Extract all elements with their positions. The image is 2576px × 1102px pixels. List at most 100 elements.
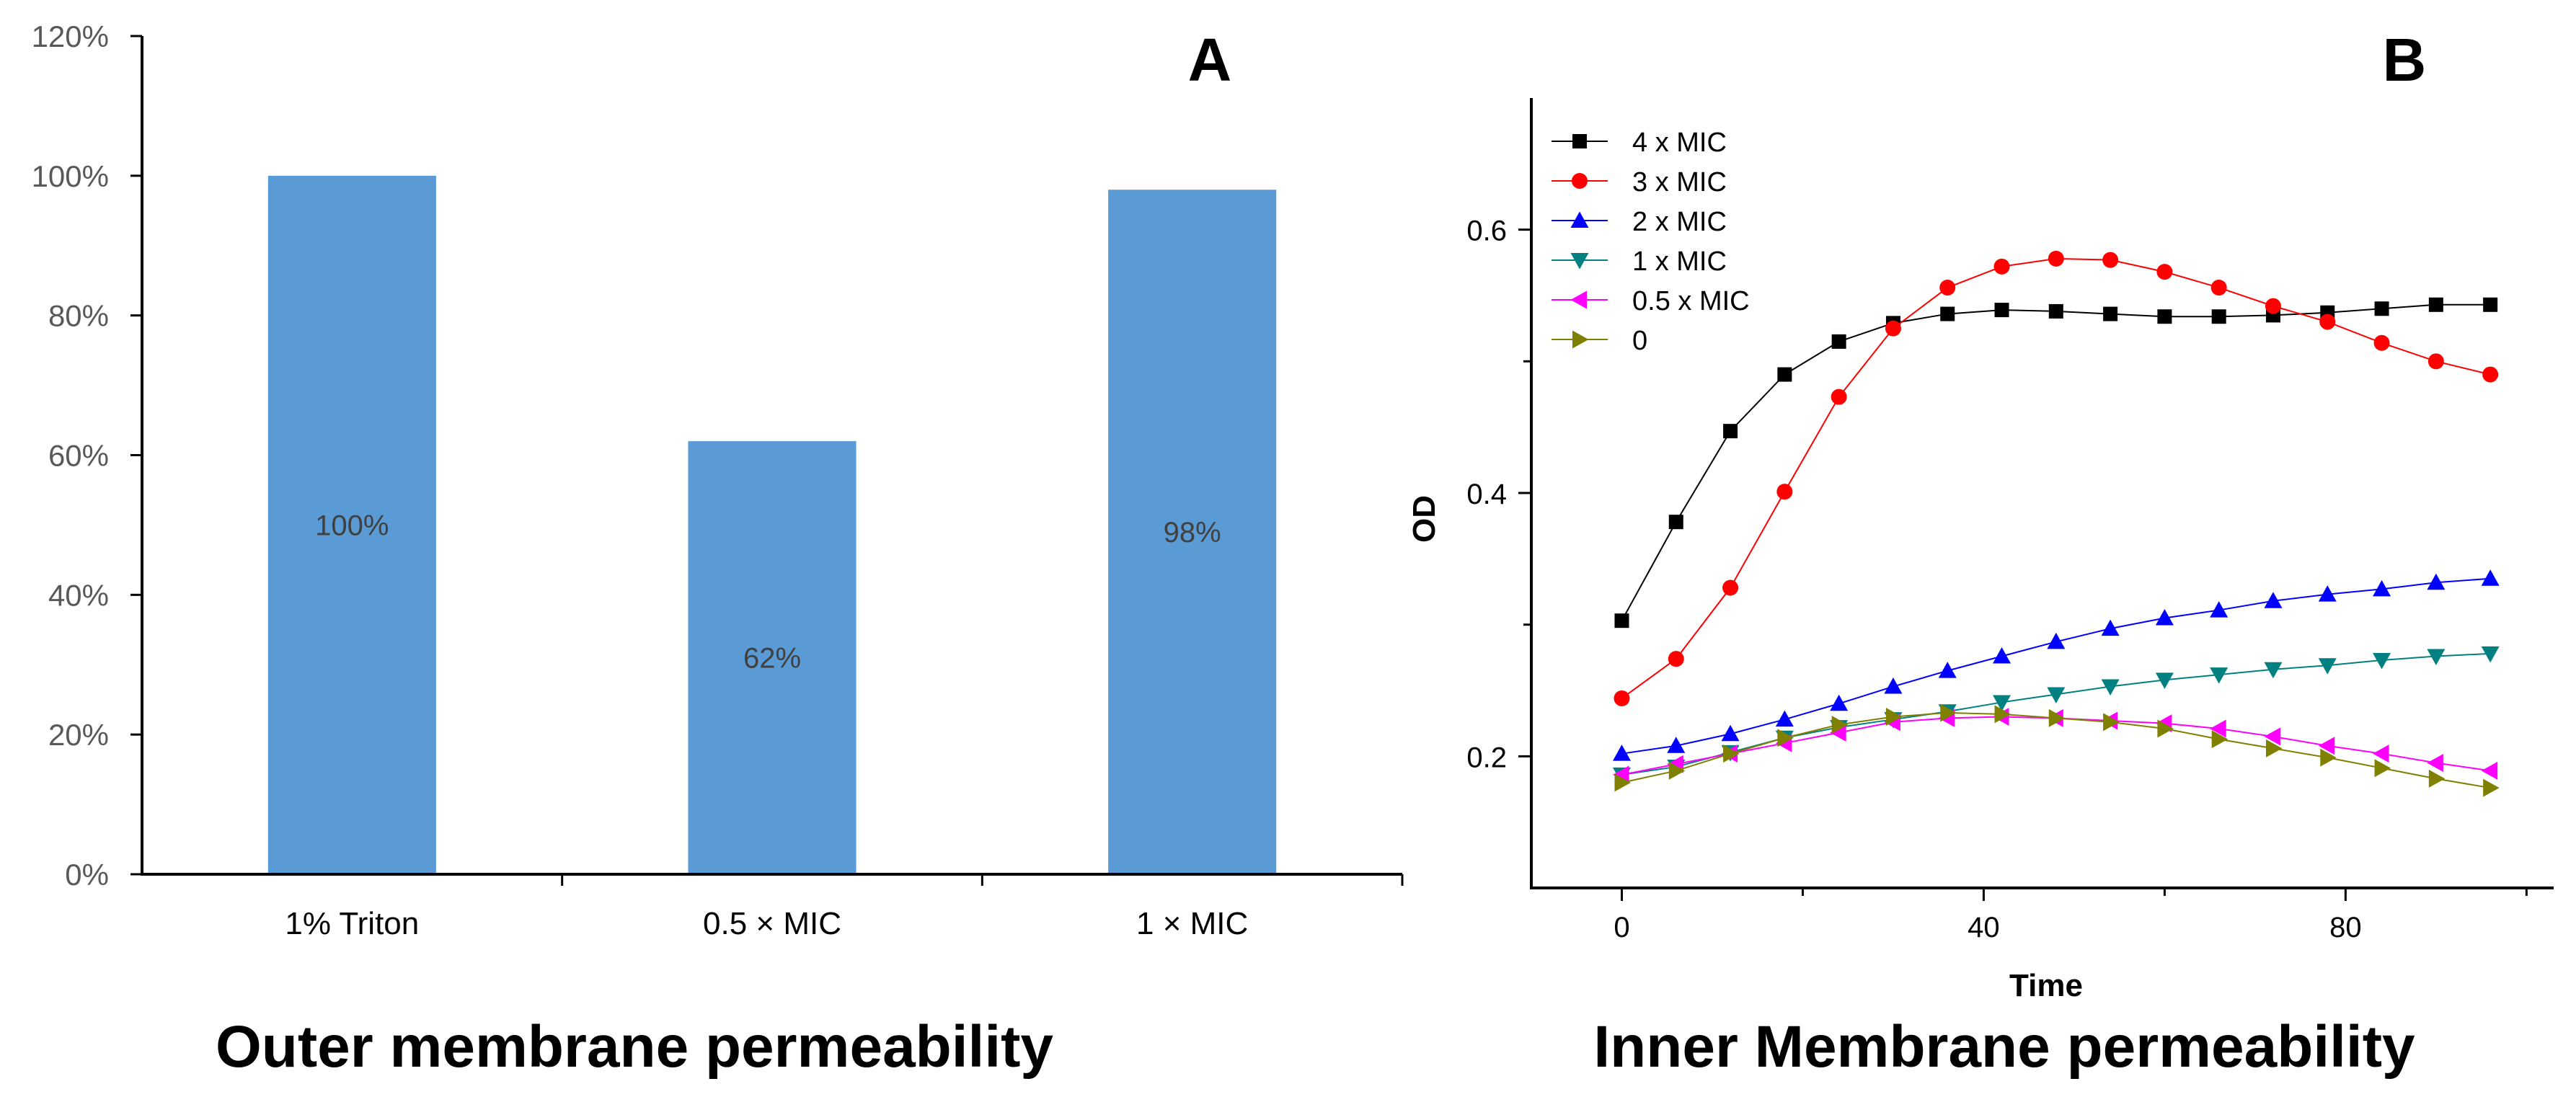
- data-point: [1777, 729, 1794, 747]
- legend-label: 0.5 x MIC: [1632, 286, 1750, 316]
- data-point: [2374, 759, 2391, 778]
- x-axis-title: Time: [2009, 968, 2083, 1003]
- data-point: [1668, 515, 1683, 530]
- bar-data-label: 100%: [315, 510, 389, 541]
- data-point: [1723, 424, 1738, 439]
- x-tick-label: 40: [1968, 912, 2000, 943]
- legend-label: 4 x MIC: [1632, 128, 1727, 158]
- data-point: [2264, 592, 2283, 608]
- data-point: [2483, 778, 2500, 797]
- data-point: [2211, 730, 2228, 749]
- data-point: [1722, 579, 1739, 596]
- bar: [1108, 190, 1277, 874]
- data-point: [2210, 601, 2228, 618]
- data-point: [2101, 619, 2120, 636]
- panel-b-label: B: [2383, 26, 2427, 94]
- data-point: [1993, 258, 2010, 275]
- data-point: [2155, 609, 2174, 626]
- data-point: [1994, 303, 2009, 318]
- legend: 4 x MIC 3 x MIC 2 x MIC 1 x MIC 0.5 x MIC 0: [1552, 128, 1750, 356]
- data-point: [1831, 715, 1849, 734]
- x-tick-label: 1 × MIC: [1136, 906, 1248, 941]
- data-point: [2481, 761, 2498, 780]
- y-tick-label: 0.4: [1466, 479, 1507, 510]
- data-point: [2427, 353, 2444, 370]
- data-point: [2482, 366, 2499, 383]
- panel-a-bar-chart: 0% 20% 40% 60% 80% 100% 120% 100% 62% 98% 1% Tri…: [32, 19, 1404, 1080]
- legend-marker: [1572, 173, 1588, 189]
- series-line: [1621, 257, 2491, 699]
- x-tick-label: 80: [2329, 912, 2362, 943]
- data-point: [2319, 314, 2336, 330]
- data-point: [2210, 667, 2228, 684]
- data-point: [2427, 649, 2446, 666]
- data-point: [2373, 334, 2390, 351]
- legend-marker: [1572, 134, 1587, 148]
- data-point: [1940, 703, 1957, 722]
- data-point: [2373, 652, 2391, 670]
- data-point: [1612, 765, 1629, 784]
- series-0: [1614, 703, 2500, 797]
- bar: [267, 175, 436, 875]
- data-point: [2157, 309, 2172, 324]
- panel-b-series: [1612, 250, 2500, 797]
- data-point: [1830, 694, 1849, 711]
- y-tick-label: 0.6: [1466, 215, 1507, 247]
- data-point: [2373, 579, 2391, 597]
- data-point: [2428, 297, 2443, 312]
- y-tick-label: 20%: [48, 718, 109, 752]
- data-point: [1993, 695, 2011, 711]
- legend-marker: [1572, 330, 1589, 349]
- data-point: [1776, 484, 1793, 500]
- data-point: [2427, 753, 2443, 772]
- y-tick-label: 120%: [32, 19, 109, 53]
- data-point: [2481, 569, 2500, 586]
- y-tick-label: 80%: [48, 299, 109, 333]
- panel-a-title: Outer membrane permeability: [216, 1014, 1053, 1080]
- series-3-x-mic: [1614, 250, 2499, 706]
- legend-marker: [1570, 290, 1587, 309]
- x-tick-label: 1% Triton: [285, 906, 419, 941]
- data-point: [1721, 724, 1740, 742]
- data-point: [2320, 748, 2337, 767]
- data-point: [2265, 298, 2281, 314]
- data-point: [1939, 280, 1956, 296]
- data-point: [2047, 632, 2066, 649]
- data-point: [1723, 745, 1740, 763]
- legend-marker: [1570, 253, 1589, 270]
- data-point: [2373, 745, 2389, 763]
- data-point: [2048, 708, 2066, 727]
- data-point: [1940, 306, 1955, 321]
- y-tick-label: 0.2: [1466, 742, 1507, 773]
- panel-b-axes: 0.2 0.4 0.6 0 40 80: [1466, 98, 2554, 943]
- data-point: [1667, 737, 1686, 753]
- data-point: [2210, 280, 2227, 296]
- data-point: [1614, 773, 1631, 792]
- series-line: [1621, 716, 2491, 776]
- data-point: [2047, 687, 2066, 703]
- data-point: [2156, 264, 2173, 280]
- x-tick-label: 0: [1614, 912, 1629, 943]
- data-point: [2318, 585, 2337, 602]
- legend-marker: [1570, 211, 1589, 228]
- data-point: [1994, 705, 2011, 724]
- data-point: [1885, 708, 1903, 726]
- series-line: [1621, 577, 2491, 755]
- y-axis-title: OD: [1407, 495, 1442, 543]
- bar: [688, 441, 857, 874]
- data-point: [2210, 719, 2226, 738]
- data-point: [2211, 309, 2226, 324]
- data-point: [1831, 388, 1847, 405]
- data-point: [2102, 252, 2119, 268]
- data-point: [2048, 303, 2063, 319]
- data-point: [1668, 761, 1686, 780]
- bar-data-label: 98%: [1164, 517, 1221, 548]
- data-point: [1612, 745, 1631, 761]
- data-point: [1614, 613, 1629, 628]
- legend-label: 2 x MIC: [1632, 207, 1727, 237]
- series-2-x-mic: [1612, 569, 2500, 761]
- data-point: [1614, 690, 1630, 706]
- y-tick-label: 0%: [65, 858, 109, 892]
- data-point: [2483, 297, 2498, 312]
